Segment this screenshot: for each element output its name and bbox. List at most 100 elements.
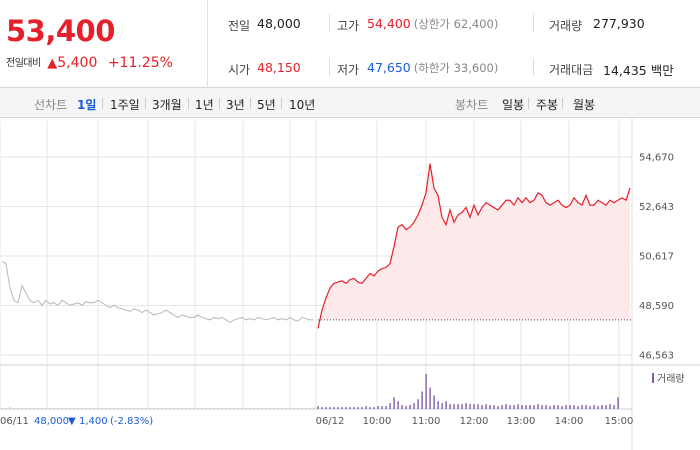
period-3m[interactable]: 3개월 — [152, 98, 182, 112]
price-area — [318, 163, 630, 329]
period-3y[interactable]: 3년 — [226, 98, 245, 112]
period-1d[interactable]: 1일 — [77, 98, 97, 112]
open-label: 시가 — [228, 63, 251, 77]
divider — [533, 58, 534, 76]
volume-bar — [93, 408, 95, 409]
candle-daily[interactable]: 일봉 — [502, 98, 525, 112]
volume-bar — [269, 408, 271, 409]
volume-bar — [377, 406, 379, 409]
chart-footer: 06/11 48,000 ▼ 1,400 (-2.83%) — [0, 416, 153, 427]
volume-bar — [609, 404, 611, 409]
separator — [562, 98, 563, 109]
volume-bar — [249, 408, 251, 409]
volume-bar — [597, 406, 599, 409]
volume-bar — [489, 405, 491, 409]
volume-bar — [493, 405, 495, 409]
volume-bar — [129, 408, 131, 409]
volume-bar — [389, 403, 391, 409]
volume-bar — [309, 408, 311, 409]
y-tick-label: 54,670 — [639, 153, 674, 164]
y-tick-label: 48,590 — [639, 301, 674, 312]
y-axis: 54,670 52,643 50,617 48,590 46,563 — [639, 153, 674, 362]
volume-bar — [49, 408, 51, 409]
volume-bar — [201, 408, 203, 409]
x-tick-label: 06/12 — [316, 416, 345, 427]
volume-bar — [5, 408, 7, 409]
volume-bar — [445, 401, 447, 409]
volume-bar — [593, 405, 595, 409]
today-area — [318, 163, 630, 329]
volume-bar — [101, 408, 103, 409]
prev-close-value: 48,000 — [257, 16, 301, 31]
volume-bar — [605, 405, 607, 409]
volume-bar — [393, 397, 395, 409]
period-1y[interactable]: 1년 — [195, 98, 214, 112]
volume-bar — [165, 408, 167, 409]
volume-bar — [557, 405, 559, 409]
change-row: 전일대비 ▲5,400 +11.25% — [6, 54, 173, 71]
separator — [145, 98, 146, 109]
trade-value-unit: 백만 — [650, 63, 674, 78]
volume-bar — [141, 408, 143, 409]
volume-bar — [397, 401, 399, 409]
volume-bar — [277, 408, 279, 409]
volume-bar — [125, 408, 127, 409]
candle-chart-label: 봉차트 — [455, 98, 489, 112]
volume-value: 277,930 — [593, 16, 645, 31]
volume-bar — [117, 408, 119, 409]
volume-bar — [353, 407, 355, 409]
candle-monthly[interactable]: 월봉 — [573, 98, 596, 112]
volume-bar — [237, 408, 239, 409]
volume-bar — [401, 405, 403, 409]
volume-bar — [585, 405, 587, 409]
high-label: 고가 — [337, 19, 360, 33]
volume-bar — [205, 408, 207, 409]
volume-bar — [613, 405, 615, 409]
x-tick-label: 14:00 — [555, 416, 584, 427]
volume-bar — [81, 408, 83, 409]
period-5y[interactable]: 5년 — [257, 98, 276, 112]
volume-bar — [461, 404, 463, 409]
volume-bar — [37, 408, 39, 409]
candle-weekly[interactable]: 주봉 — [536, 98, 559, 112]
volume-bar — [473, 404, 475, 409]
quote-summary: 53,400 전일대비 ▲5,400 +11.25% 전일 48,000 고가 … — [0, 0, 700, 88]
period-1w[interactable]: 1주일 — [110, 98, 140, 112]
volume-bar — [273, 408, 275, 409]
volume-bar — [245, 408, 247, 409]
volume-bar — [73, 408, 75, 409]
volume-bar — [193, 408, 195, 409]
volume-bar — [457, 404, 459, 409]
volume-bar — [329, 407, 331, 409]
volume-bar — [261, 408, 263, 409]
separator — [188, 98, 189, 109]
up-arrow-icon: ▲ — [47, 56, 58, 71]
volume-bar — [413, 403, 415, 409]
prev-close-label: 전일 — [228, 19, 251, 33]
volume-bar — [25, 408, 27, 409]
volume-bar — [225, 408, 227, 409]
volume-bar — [365, 406, 367, 409]
volume-bar — [433, 395, 435, 409]
separator — [281, 98, 282, 109]
volume-bar — [361, 407, 363, 409]
period-10y[interactable]: 10년 — [289, 98, 316, 112]
volume-bar — [429, 387, 431, 409]
volume-bar — [209, 408, 211, 409]
volume-bar — [441, 403, 443, 409]
volume-bar — [157, 408, 159, 409]
volume-bar — [313, 408, 315, 409]
volume-bar — [53, 408, 55, 409]
volume-bar — [337, 407, 339, 409]
volume-bar — [357, 407, 359, 409]
volume-bar — [517, 404, 519, 409]
volume-bar — [105, 408, 107, 409]
y-tick-label: 50,617 — [639, 252, 674, 263]
chart-period-bar: 선차트 1일 1주일 3개월 1년 3년 5년 10년 봉차트 일봉 주봉 월봉 — [0, 88, 700, 118]
volume-bar — [233, 408, 235, 409]
volume-bar — [153, 408, 155, 409]
volume-bar — [61, 408, 63, 409]
volume-bar — [41, 408, 43, 409]
volume-bar — [369, 407, 371, 409]
volume-bar — [453, 404, 455, 409]
